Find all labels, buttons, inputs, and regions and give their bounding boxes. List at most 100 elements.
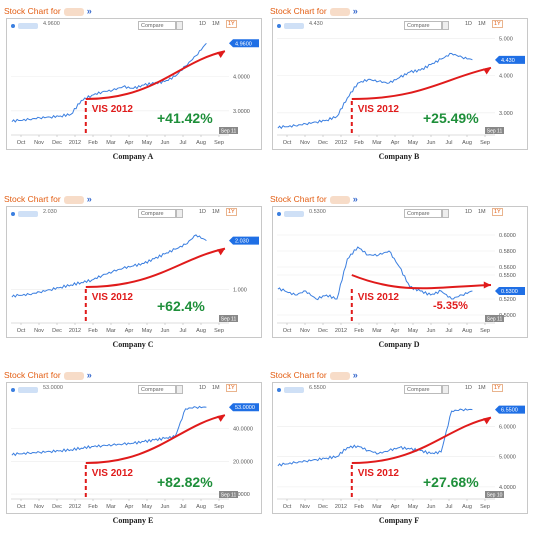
range-option-1d[interactable]: 1D <box>465 385 473 391</box>
range-option-1d[interactable]: 1D <box>199 385 207 391</box>
chart-frame: 2.030 Compare 1D 1M 1Y 1.000 Oct Nov Dec 2012 Feb M… <box>6 206 262 338</box>
x-tick-label: 2012 <box>335 328 347 334</box>
x-tick-label: Jul <box>179 140 186 146</box>
x-tick-label: Sep <box>480 504 490 510</box>
expand-arrow-icon[interactable]: » <box>352 370 358 380</box>
x-tick-label: Oct <box>17 328 26 334</box>
current-price-badge: 2.030 <box>229 236 259 245</box>
x-tick-label: Nov <box>300 504 310 510</box>
current-price-badge: 6.5500 <box>495 405 525 414</box>
trend-arrowhead-icon <box>217 51 225 59</box>
company-caption: Company F <box>378 516 420 525</box>
x-tick-label: Mar <box>372 504 382 510</box>
x-tick-label: Aug <box>462 328 472 334</box>
y-tick-label: 0.5800 <box>499 249 516 255</box>
x-tick-label: May <box>408 328 419 334</box>
range-option-1y[interactable]: 1Y <box>226 208 237 216</box>
compare-button[interactable] <box>442 21 449 30</box>
x-tick-label: Aug <box>462 140 472 146</box>
compare-input[interactable]: Compare <box>138 385 176 394</box>
trend-arrowhead-icon <box>483 417 491 425</box>
range-option-1y[interactable]: 1Y <box>492 20 503 28</box>
range-option-1d[interactable]: 1D <box>199 209 207 215</box>
expand-arrow-icon[interactable]: » <box>86 6 92 16</box>
percent-change: -5.35% <box>433 300 468 312</box>
range-option-1m[interactable]: 1M <box>212 385 220 391</box>
range-option-1d[interactable]: 1D <box>465 209 473 215</box>
trend-arrow <box>351 66 492 100</box>
event-label: VIS 2012 <box>358 104 400 115</box>
percent-change: +82.82% <box>157 474 213 490</box>
expand-arrow-icon[interactable]: » <box>352 194 358 204</box>
current-price-label: 6.5500 <box>501 408 518 414</box>
compare-button[interactable] <box>176 21 183 30</box>
x-tick-label: Sep <box>214 504 224 510</box>
trend-arrow <box>351 416 492 464</box>
current-price-badge: 4.9600 <box>229 39 259 48</box>
x-tick-label: Apr <box>391 140 400 146</box>
current-price-label: 0.5300 <box>501 289 518 295</box>
x-tick-label: 2012 <box>69 504 81 510</box>
range-option-1y[interactable]: 1Y <box>226 20 237 28</box>
expand-arrow-icon[interactable]: » <box>352 6 358 16</box>
end-date-label: Sep 11 <box>487 317 503 323</box>
price-series-line <box>277 408 473 467</box>
series-dot-icon <box>11 24 15 28</box>
compare-button[interactable] <box>176 209 183 218</box>
compare-input[interactable]: Compare <box>404 21 442 30</box>
compare-button[interactable] <box>442 385 449 394</box>
redacted-name <box>63 7 84 16</box>
range-option-1d[interactable]: 1D <box>199 21 207 27</box>
current-price: 6.5500 <box>309 385 326 391</box>
redacted-ticker <box>284 23 304 29</box>
compare-input[interactable]: Compare <box>404 385 442 394</box>
stock-chart-panel: Stock Chart for » 4.9600 Compare 1D 1M 1Y 4.000… <box>4 2 262 178</box>
line-chart: 0.6000 0.5800 0.5600 0.5500 0.5200 0.5000 Oct N… <box>277 233 525 334</box>
compare-input[interactable]: Compare <box>138 21 176 30</box>
compare-button[interactable] <box>442 209 449 218</box>
x-tick-label: Nov <box>300 328 310 334</box>
current-price: 0.5300 <box>309 209 326 215</box>
range-option-1y[interactable]: 1Y <box>492 208 503 216</box>
chart-header-title: Stock Chart for » <box>4 370 92 380</box>
chart-toolbar: 2.030 Compare 1D 1M 1Y <box>7 207 261 221</box>
x-tick-label: 2012 <box>69 328 81 334</box>
trend-arrow <box>85 50 226 100</box>
range-option-1m[interactable]: 1M <box>478 21 486 27</box>
x-tick-label: Jun <box>427 140 436 146</box>
redacted-name <box>329 371 350 380</box>
end-date-label: Sep 11 <box>487 129 503 135</box>
expand-arrow-icon[interactable]: » <box>86 370 92 380</box>
trend-arrow <box>85 247 226 288</box>
price-series-line <box>11 405 207 457</box>
stock-chart-panel: Stock Chart for» 4.430 Compare 1D 1M 1Y 5.000 4… <box>270 2 528 178</box>
percent-change: +62.4% <box>157 298 205 314</box>
chart-header-title: Stock Chart for » <box>4 194 92 204</box>
chart-header: Stock Chart for » <box>4 370 262 384</box>
x-tick-label: Oct <box>17 504 26 510</box>
redacted-name <box>63 371 84 380</box>
compare-input[interactable]: Compare <box>404 209 442 218</box>
y-tick-label: 1.000 <box>233 288 247 294</box>
compare-input[interactable]: Compare <box>138 209 176 218</box>
series-dot-icon <box>11 212 15 216</box>
range-option-1m[interactable]: 1M <box>212 209 220 215</box>
line-chart: 40.0000 20.0000 0.0000 Oct Nov Dec 2012 Feb Mar A… <box>11 403 259 510</box>
x-tick-label: Jul <box>179 328 186 334</box>
chart-header-title: Stock Chart for » <box>270 6 358 16</box>
compare-button[interactable] <box>176 385 183 394</box>
range-option-1d[interactable]: 1D <box>465 21 473 27</box>
trend-arrowhead-icon <box>483 281 491 289</box>
range-option-1y[interactable]: 1Y <box>492 384 503 392</box>
range-option-1m[interactable]: 1M <box>478 209 486 215</box>
range-option-1m[interactable]: 1M <box>478 385 486 391</box>
event-label: VIS 2012 <box>358 292 400 303</box>
range-option-1y[interactable]: 1Y <box>226 384 237 392</box>
y-tick-label: 5.0000 <box>499 455 516 461</box>
expand-arrow-icon[interactable]: » <box>86 194 92 204</box>
x-tick-label: Dec <box>318 140 328 146</box>
current-price: 2.030 <box>43 209 57 215</box>
x-tick-label: Mar <box>106 328 116 334</box>
chart-toolbar: 4.9600 Compare 1D 1M 1Y <box>7 19 261 33</box>
range-option-1m[interactable]: 1M <box>212 21 220 27</box>
